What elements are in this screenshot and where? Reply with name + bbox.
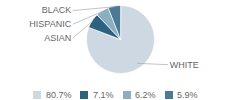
html-text:80.7%: 80.7% <box>46 89 72 100</box>
svg-text:BLACK: BLACK <box>42 5 72 15</box>
html-text:7.1%: 7.1% <box>93 89 114 100</box>
svg-text:WHITE: WHITE <box>170 60 199 70</box>
html-text:6.2%: 6.2% <box>135 89 156 100</box>
html-text:5.9%: 5.9% <box>177 89 198 100</box>
svg-text:HISPANIC: HISPANIC <box>29 19 71 29</box>
svg-text:ASIAN: ASIAN <box>44 33 71 43</box>
